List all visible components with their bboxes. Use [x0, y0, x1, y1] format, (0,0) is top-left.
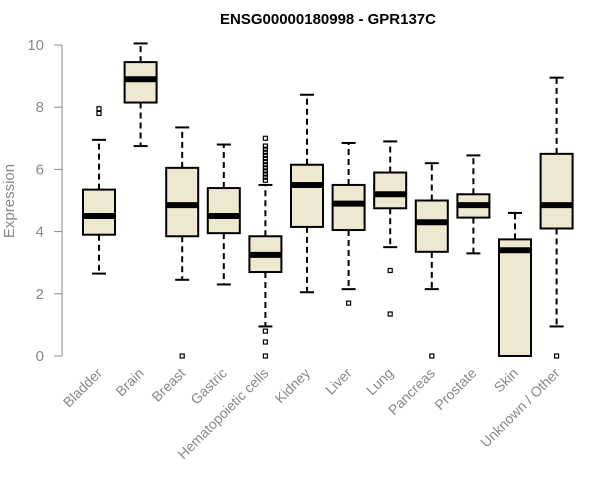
x-tick-label: Lung [363, 365, 396, 398]
outlier-point [262, 149, 268, 155]
iqr-box [414, 199, 449, 253]
iqr-box [373, 171, 408, 210]
outlier-point [346, 300, 352, 306]
box-prostate [456, 154, 491, 255]
iqr-box [290, 163, 324, 228]
iqr-box [331, 183, 366, 232]
x-tick-label: Brain [112, 365, 146, 399]
x-tick-label: Skin [491, 365, 522, 396]
box-gastric [206, 143, 241, 286]
box-skin [498, 211, 532, 357]
outlier-point [179, 353, 185, 359]
outlier-point [387, 311, 393, 317]
y-tick-label: 2 [36, 286, 44, 303]
outlier-point [387, 267, 393, 274]
iqr-box [498, 238, 532, 357]
outlier-point [262, 146, 268, 152]
x-tick-label: Prostate [431, 365, 479, 413]
box-pancreas [414, 162, 449, 359]
axes: 0 2 4 6 8 10 [27, 37, 63, 365]
y-tick-label: 6 [36, 161, 44, 178]
outlier-point [96, 110, 102, 117]
x-tick-label: Unknown / Other [477, 365, 563, 451]
x-tick-label: Liver [322, 365, 355, 398]
box-unknown-other [539, 76, 574, 359]
outlier-point [262, 339, 268, 345]
outlier-point [262, 328, 268, 334]
x-tick-label: Bladder [60, 365, 106, 411]
outlier-point [262, 159, 268, 165]
outlier-point [262, 168, 268, 174]
y-axis-label: Expression [1, 164, 18, 238]
outlier-point [553, 353, 560, 359]
y-tick-label: 4 [36, 224, 44, 241]
outlier-point [262, 171, 268, 177]
outlier-point [262, 155, 268, 162]
outlier-point [262, 143, 268, 149]
x-tick-label: Kidney [272, 365, 314, 407]
outlier-point [96, 106, 102, 112]
iqr-box [165, 166, 200, 238]
box-bladder [82, 106, 116, 275]
outlier-point [262, 162, 268, 168]
box-brain [123, 42, 158, 148]
iqr-box [539, 152, 574, 230]
outlier-point [429, 353, 435, 359]
box-kidney [290, 93, 324, 294]
outlier-point [262, 174, 268, 180]
outlier-point [262, 177, 268, 183]
iqr-box [123, 61, 158, 104]
box-breast [165, 126, 200, 359]
box-liver [331, 141, 366, 306]
y-tick-label: 10 [27, 37, 44, 54]
y-tick-label: 0 [36, 348, 44, 365]
y-tick-label: 8 [36, 99, 44, 116]
outlier-point [262, 165, 268, 171]
box-hematopoietic-cells [248, 135, 283, 359]
iqr-box [82, 188, 116, 236]
outlier-point [262, 353, 268, 359]
x-tick-label: Breast [148, 365, 188, 405]
outlier-point [262, 135, 268, 141]
box-group [82, 42, 574, 359]
box-lung [373, 140, 408, 317]
iqr-box [206, 187, 241, 235]
outlier-point [262, 152, 268, 159]
chart-title: ENSG00000180998 - GPR137C [220, 11, 436, 28]
